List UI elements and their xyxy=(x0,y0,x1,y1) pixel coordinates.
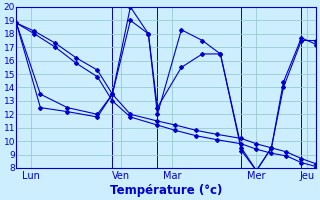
X-axis label: Température (°c): Température (°c) xyxy=(110,184,223,197)
